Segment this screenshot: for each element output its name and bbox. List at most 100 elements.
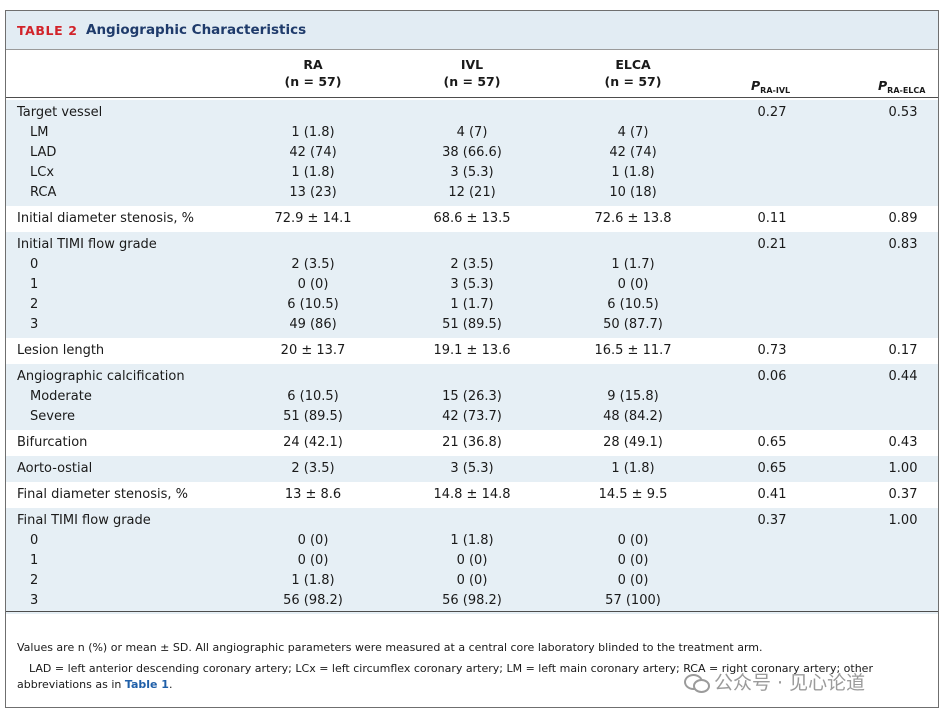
p-value-ra-elca: 0.37 bbox=[888, 487, 918, 502]
cell-value: 2 (3.5) bbox=[291, 461, 335, 476]
table-subrow: Severe 51 (89.5) 42 (73.7) 48 (84.2) bbox=[6, 407, 938, 427]
table-subrow: 3 56 (98.2) 56 (98.2) 57 (100) bbox=[6, 591, 938, 611]
p-value-ra-elca: 0.83 bbox=[888, 237, 918, 252]
cell-value: 24 (42.1) bbox=[283, 435, 343, 450]
table-subrow: LAD 42 (74) 38 (66.6) 42 (74) bbox=[6, 143, 938, 163]
row-label: Severe bbox=[30, 409, 75, 424]
table-row-main: Final diameter stenosis, % 13 ± 8.6 14.8 ±… bbox=[6, 485, 938, 505]
cell-value: 6 (10.5) bbox=[287, 297, 339, 312]
cell-value: 1 (1.8) bbox=[291, 573, 335, 588]
cell-value: 1 (1.8) bbox=[611, 165, 655, 180]
table-row-main: Initial diameter stenosis, % 72.9 ± 14.1 6… bbox=[6, 209, 938, 229]
row-label: 0 bbox=[30, 533, 39, 548]
cell-value: 1 (1.8) bbox=[450, 533, 494, 548]
table-subrow: LCx 1 (1.8) 3 (5.3) 1 (1.8) bbox=[6, 163, 938, 183]
table-row-main: Bifurcation 24 (42.1) 21 (36.8) 28 (49.1) 0.… bbox=[6, 433, 938, 453]
p-value-ra-ivl: 0.65 bbox=[757, 461, 787, 476]
row-label: Final diameter stenosis, % bbox=[17, 487, 188, 502]
cell-value: 72.6 ± 13.8 bbox=[594, 211, 672, 226]
cell-value: 13 (23) bbox=[289, 185, 337, 200]
p-value-ra-ivl: 0.37 bbox=[757, 513, 787, 528]
cell-value: 49 (86) bbox=[289, 317, 337, 332]
table-subrow: 1 0 (0) 0 (0) 0 (0) bbox=[6, 551, 938, 571]
cell-value: 56 (98.2) bbox=[283, 593, 343, 608]
cell-value: 0 (0) bbox=[297, 277, 329, 292]
column-header-p-ra-elca: PRA-ELCA bbox=[878, 78, 926, 95]
row-label: 0 bbox=[30, 257, 39, 272]
cell-value: 1 (1.8) bbox=[291, 125, 335, 140]
cell-value: 6 (10.5) bbox=[287, 389, 339, 404]
table-subrow: Moderate 6 (10.5) 15 (26.3) 9 (15.8) bbox=[6, 387, 938, 407]
cell-value: 12 (21) bbox=[448, 185, 496, 200]
p-value-ra-elca: 0.44 bbox=[888, 369, 918, 384]
table-header: RA (n = 57) IVL (n = 57) ELCA (n = 57) P… bbox=[6, 49, 938, 98]
cell-value: 3 (5.3) bbox=[450, 461, 494, 476]
p-value-ra-ivl: 0.21 bbox=[757, 237, 787, 252]
row-label: LCx bbox=[30, 165, 55, 180]
table-row-main: Final TIMI flow grade 0.37 1.00 bbox=[6, 511, 938, 531]
cell-value: 3 (5.3) bbox=[450, 165, 494, 180]
p-value-ra-elca: 1.00 bbox=[888, 461, 918, 476]
row-label: 3 bbox=[30, 593, 39, 608]
cell-value: 28 (49.1) bbox=[603, 435, 663, 450]
cell-value: 0 (0) bbox=[297, 533, 329, 548]
cell-value: 1 (1.8) bbox=[291, 165, 335, 180]
cell-value: 0 (0) bbox=[297, 553, 329, 568]
row-label: Angiographic calcification bbox=[17, 369, 185, 384]
cell-value: 1 (1.7) bbox=[611, 257, 655, 272]
cell-value: 68.6 ± 13.5 bbox=[433, 211, 511, 226]
table-row: Lesion length 20 ± 13.7 19.1 ± 13.6 16.5 ± … bbox=[6, 338, 938, 364]
cell-value: 4 (7) bbox=[617, 125, 649, 140]
cell-value: 2 (3.5) bbox=[450, 257, 494, 272]
table-subrow: 0 2 (3.5) 2 (3.5) 1 (1.7) bbox=[6, 255, 938, 275]
table-title-bar: TABLE 2 Angiographic Characteristics bbox=[6, 11, 938, 50]
cell-value: 50 (87.7) bbox=[603, 317, 663, 332]
table-row-main: Lesion length 20 ± 13.7 19.1 ± 13.6 16.5 ± … bbox=[6, 341, 938, 361]
p-value-ra-elca: 0.17 bbox=[888, 343, 918, 358]
cell-value: 2 (3.5) bbox=[291, 257, 335, 272]
row-label: 2 bbox=[30, 573, 39, 588]
cell-value: 0 (0) bbox=[456, 573, 488, 588]
table-subrow: RCA 13 (23) 12 (21) 10 (18) bbox=[6, 183, 938, 203]
cell-value: 42 (74) bbox=[609, 145, 657, 160]
cell-value: 0 (0) bbox=[617, 553, 649, 568]
cell-value: 10 (18) bbox=[609, 185, 657, 200]
row-label: Aorto-ostial bbox=[17, 461, 93, 476]
cell-value: 38 (66.6) bbox=[442, 145, 502, 160]
watermark: 公众号 · 见心论道 bbox=[684, 668, 865, 695]
cell-value: 42 (73.7) bbox=[442, 409, 502, 424]
column-header-p-ra-ivl: PRA-IVL bbox=[751, 78, 791, 95]
table-subrow: 0 0 (0) 1 (1.8) 0 (0) bbox=[6, 531, 938, 551]
cell-value: 51 (89.5) bbox=[283, 409, 343, 424]
cell-value: 51 (89.5) bbox=[442, 317, 502, 332]
p-value-ra-elca: 1.00 bbox=[888, 513, 918, 528]
table-row: Aorto-ostial 2 (3.5) 3 (5.3) 1 (1.8) 0.65 1.0… bbox=[6, 456, 938, 482]
table-frame: TABLE 2 Angiographic Characteristics RA … bbox=[5, 10, 939, 708]
cell-value: 16.5 ± 11.7 bbox=[594, 343, 672, 358]
p-value-ra-elca: 0.53 bbox=[888, 105, 918, 120]
table-row: Final TIMI flow grade 0.37 1.00 0 0 (0) 1 (1.… bbox=[6, 508, 938, 614]
p-value-ra-elca: 0.43 bbox=[888, 435, 918, 450]
table-row-main: Aorto-ostial 2 (3.5) 3 (5.3) 1 (1.8) 0.65 1.0… bbox=[6, 459, 938, 479]
cell-value: 14.5 ± 9.5 bbox=[598, 487, 668, 502]
row-label: Initial TIMI flow grade bbox=[17, 237, 157, 252]
row-label: 3 bbox=[30, 317, 39, 332]
wechat-icon bbox=[684, 673, 710, 693]
row-label: 1 bbox=[30, 277, 39, 292]
cell-value: 0 (0) bbox=[456, 553, 488, 568]
cell-value: 72.9 ± 14.1 bbox=[274, 211, 352, 226]
table-subrow: 2 1 (1.8) 0 (0) 0 (0) bbox=[6, 571, 938, 591]
cell-value: 19.1 ± 13.6 bbox=[433, 343, 511, 358]
cell-value: 15 (26.3) bbox=[442, 389, 502, 404]
table-1-link[interactable]: Table 1 bbox=[124, 678, 169, 691]
table-row: Initial diameter stenosis, % 72.9 ± 14.1 6… bbox=[6, 206, 938, 232]
table-subrow: 3 49 (86) 51 (89.5) 50 (87.7) bbox=[6, 315, 938, 335]
table-row: Bifurcation 24 (42.1) 21 (36.8) 28 (49.1) 0.… bbox=[6, 430, 938, 456]
p-value-ra-ivl: 0.65 bbox=[757, 435, 787, 450]
table-row: Angiographic calcification 0.06 0.44 Modera… bbox=[6, 364, 938, 430]
table-row: Target vessel 0.27 0.53 LM 1 (1.8) 4 (7) 4 (7)… bbox=[6, 100, 938, 206]
cell-value: 1 (1.7) bbox=[450, 297, 494, 312]
row-label: LAD bbox=[30, 145, 57, 160]
cell-value: 0 (0) bbox=[617, 533, 649, 548]
cell-value: 3 (5.3) bbox=[450, 277, 494, 292]
